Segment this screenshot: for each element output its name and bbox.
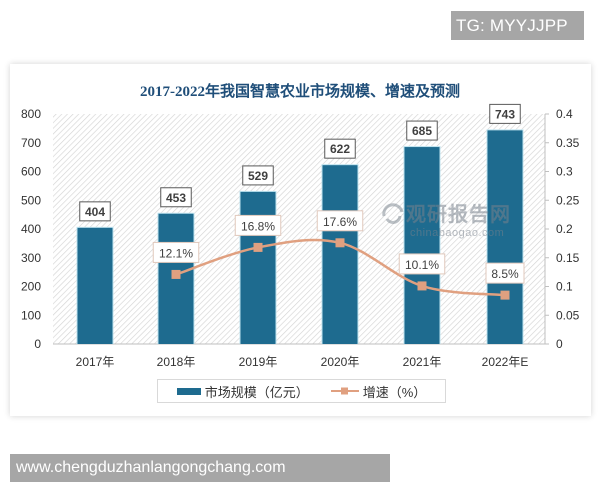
x-tick-label: 2022年E xyxy=(482,355,529,369)
plot-area xyxy=(53,114,545,344)
line-value-label-box xyxy=(152,241,200,263)
bar xyxy=(487,130,523,344)
bar-value-label: 453 xyxy=(166,191,186,205)
line-value-label: 17.6% xyxy=(323,215,357,229)
right-tick-label: 0.3 xyxy=(556,165,573,179)
bar xyxy=(240,191,276,344)
line-value-label-box xyxy=(485,262,525,284)
chart-legend: 市场规模（亿元） 增速（%） xyxy=(157,379,446,403)
bar-value-label: 622 xyxy=(330,142,350,156)
right-tick-label: 0.4 xyxy=(556,107,573,121)
bar-swatch-icon xyxy=(176,387,201,395)
legend-item-line: 增速（%） xyxy=(330,382,427,401)
left-tick-label: 700 xyxy=(21,136,41,150)
bar-value-label-box xyxy=(406,120,438,141)
left-tick-label: 600 xyxy=(21,165,41,179)
x-tick-label: 2018年 xyxy=(157,355,196,369)
line-marker xyxy=(171,269,181,279)
watermark-logo-icon xyxy=(382,203,404,224)
tg-badge: TG: MYYJJPP xyxy=(451,11,584,40)
bar xyxy=(404,147,440,344)
line-marker xyxy=(253,242,263,252)
bar xyxy=(77,227,113,344)
watermark-en: chinabaogao.com xyxy=(410,227,505,239)
bar-value-label-box xyxy=(79,201,111,222)
x-tick-label: 2019年 xyxy=(239,355,278,369)
bar-value-label: 685 xyxy=(412,124,432,138)
bar xyxy=(322,165,358,344)
line-marker xyxy=(417,281,427,291)
line-marker xyxy=(500,290,510,300)
left-tick-label: 800 xyxy=(21,107,41,121)
bar-value-label-box xyxy=(160,187,192,208)
bar-value-label: 404 xyxy=(85,205,105,219)
x-axis-labels: 2017年 2018年 2019年 2020年 2021年 2022年E xyxy=(76,355,529,369)
left-tick-label: 400 xyxy=(21,222,41,236)
legend-bar-label: 市场规模（亿元） xyxy=(204,384,309,400)
x-tick-label: 2017年 xyxy=(76,355,115,369)
right-axis: 0 0.05 0.1 0.15 0.2 0.25 0.3 0.35 0.4 xyxy=(544,107,580,351)
bar-value-label-box xyxy=(324,138,356,159)
left-tick-label: 300 xyxy=(21,251,41,265)
line-value-label: 8.5% xyxy=(491,267,519,281)
url-badge: www.chengduzhanlangongchang.com xyxy=(10,454,390,482)
bar-value-label: 743 xyxy=(495,107,515,121)
left-tick-label: 0 xyxy=(34,337,41,351)
watermark: 观研报告网 chinabaogao.com xyxy=(380,198,511,239)
right-tick-label: 0.35 xyxy=(556,136,580,150)
right-tick-label: 0.25 xyxy=(556,193,580,207)
x-tick-label: 2021年 xyxy=(403,355,442,369)
left-tick-label: 100 xyxy=(21,308,41,322)
right-tick-label: 0.1 xyxy=(556,280,573,294)
right-tick-label: 0.2 xyxy=(556,222,573,236)
legend-item-bar: 市场规模（亿元） xyxy=(176,382,309,401)
bar-value-label-box xyxy=(242,165,274,186)
line-value-label-box xyxy=(234,214,282,236)
right-tick-label: 0 xyxy=(556,337,563,351)
line-value-label: 10.1% xyxy=(405,258,439,272)
watermark-cn: 观研报告网 xyxy=(406,204,511,226)
x-tick-label: 2020年 xyxy=(321,355,360,369)
chart-title: 2017-2022年我国智慧农业市场规模、增速及预测 xyxy=(140,84,460,100)
line-value-label-box xyxy=(398,253,446,275)
legend-line-label: 增速（%） xyxy=(362,384,427,400)
left-tick-label: 200 xyxy=(21,280,41,294)
line-marker-swatch-icon xyxy=(330,387,359,395)
line-value-label: 16.8% xyxy=(241,219,275,233)
bar-value-label-box xyxy=(489,103,521,124)
bar-value-label: 529 xyxy=(248,169,268,183)
left-tick-label: 500 xyxy=(21,193,41,207)
line-series: 12.1% 16.8% 17.6% 10.1% 8.5% xyxy=(152,210,525,300)
left-axis: 0 100 200 300 400 500 600 700 800 xyxy=(21,107,41,351)
line-value-label: 12.1% xyxy=(159,246,193,260)
line-value-label-box xyxy=(316,210,364,232)
right-tick-label: 0.05 xyxy=(556,308,580,322)
line-marker xyxy=(335,238,345,248)
right-tick-label: 0.15 xyxy=(556,251,580,265)
